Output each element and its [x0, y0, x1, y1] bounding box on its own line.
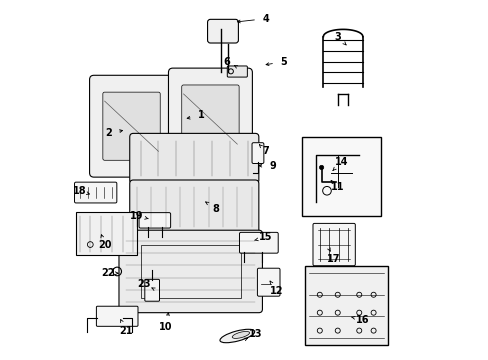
Text: 23: 23	[137, 279, 150, 289]
FancyBboxPatch shape	[227, 66, 247, 77]
Text: 20: 20	[98, 239, 111, 249]
Text: 10: 10	[159, 322, 172, 332]
Bar	[305, 266, 387, 345]
Text: 16: 16	[355, 315, 369, 325]
Text: 6: 6	[223, 57, 229, 67]
FancyBboxPatch shape	[139, 213, 170, 228]
Text: 1: 1	[198, 111, 204, 121]
FancyBboxPatch shape	[207, 19, 238, 43]
Text: 4: 4	[262, 14, 269, 24]
Text: 17: 17	[327, 254, 340, 264]
FancyBboxPatch shape	[312, 224, 355, 266]
FancyBboxPatch shape	[257, 268, 280, 296]
Text: 15: 15	[259, 232, 272, 242]
FancyBboxPatch shape	[89, 75, 173, 177]
FancyBboxPatch shape	[168, 68, 252, 170]
Bar	[76, 212, 137, 255]
Text: 11: 11	[330, 182, 344, 192]
FancyBboxPatch shape	[251, 143, 264, 163]
FancyBboxPatch shape	[239, 232, 278, 253]
Text: 14: 14	[334, 157, 347, 167]
Text: 19: 19	[130, 211, 143, 221]
Circle shape	[319, 165, 323, 170]
Ellipse shape	[232, 332, 249, 338]
Text: 5: 5	[280, 57, 287, 67]
Text: 18: 18	[73, 186, 86, 196]
FancyBboxPatch shape	[96, 306, 138, 326]
Text: 9: 9	[269, 161, 276, 171]
FancyBboxPatch shape	[74, 182, 117, 203]
Text: 3: 3	[334, 32, 341, 41]
Bar	[301, 137, 380, 216]
Text: 21: 21	[119, 325, 133, 336]
Text: 12: 12	[269, 286, 283, 296]
Text: 7: 7	[262, 146, 269, 156]
Text: 8: 8	[212, 204, 219, 214]
Text: 2: 2	[104, 129, 111, 138]
FancyBboxPatch shape	[144, 279, 159, 301]
FancyBboxPatch shape	[129, 180, 258, 234]
FancyBboxPatch shape	[182, 85, 239, 153]
Text: 13: 13	[248, 329, 262, 339]
Ellipse shape	[220, 329, 254, 343]
FancyBboxPatch shape	[119, 230, 262, 313]
FancyBboxPatch shape	[129, 134, 258, 184]
Bar	[140, 244, 241, 298]
Text: 22: 22	[102, 268, 115, 278]
FancyBboxPatch shape	[102, 92, 160, 160]
